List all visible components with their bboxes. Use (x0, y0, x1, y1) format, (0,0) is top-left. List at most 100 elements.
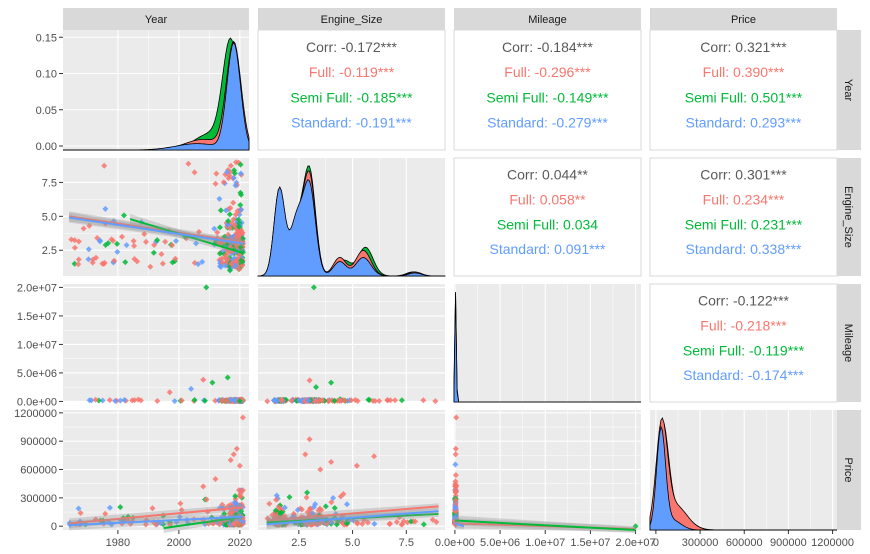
scatter-point (102, 241, 109, 248)
scatter-point (235, 231, 242, 238)
scatter-point (221, 510, 228, 517)
scatter-point (274, 397, 281, 404)
correlation-panel (649, 157, 838, 277)
x-tick-label: 1200000 (811, 537, 854, 549)
correlation-label: Full: -0.218*** (700, 317, 787, 333)
x-tick-label: 1980 (106, 537, 130, 549)
scatter-point (230, 174, 237, 181)
notable-point (230, 451, 237, 458)
density-curve-standard (63, 41, 250, 151)
correlation-label: Standard: 0.293*** (686, 115, 803, 131)
scatter-point (158, 251, 165, 258)
scatter-point (236, 398, 243, 405)
scatter-point (231, 222, 238, 229)
scatter-point (305, 397, 312, 404)
row-strip-label: Mileage (842, 324, 854, 363)
x-tick-label: 300000 (682, 537, 719, 549)
scatter-point (328, 519, 335, 526)
x-tick-label: 0.0e+00 (435, 537, 475, 549)
scatter-point (376, 397, 383, 404)
scatter-point (77, 510, 84, 517)
regression-line (266, 505, 439, 522)
scatter-point (216, 195, 223, 202)
panel-background (63, 284, 249, 402)
scatter-point (224, 257, 231, 264)
scatter-point (364, 519, 371, 526)
column-strip (63, 8, 249, 30)
notable-point (188, 385, 195, 392)
scatter-point (328, 499, 335, 506)
scatter-point (223, 397, 230, 404)
correlation-label: Full: -0.119*** (309, 64, 395, 80)
scatter-point (270, 397, 277, 404)
correlation-label: Standard: 0.091*** (490, 241, 607, 257)
scatter-point (108, 236, 115, 243)
scatter-point (134, 258, 141, 265)
scatter-point (143, 238, 150, 245)
correlation-label: Semi Full: 0.034 (497, 216, 598, 232)
y-tick-label: 300000 (20, 493, 57, 505)
scatter-point (159, 260, 166, 267)
correlation-panel (649, 29, 838, 151)
scatter-point (217, 207, 224, 214)
scatter-point (158, 520, 165, 527)
scatter-point (120, 212, 127, 219)
scatter-point (169, 242, 176, 249)
scatter-point (176, 513, 183, 520)
correlation-label: Corr: -0.184*** (502, 39, 594, 55)
density-curve-standard (257, 179, 445, 277)
column-strip-label: Mileage (528, 14, 567, 26)
scatter-point (102, 510, 109, 517)
scatter-point (121, 397, 128, 404)
scatter-point (233, 159, 240, 166)
correlation-label: Semi Full: -0.149*** (486, 89, 609, 105)
notable-point (306, 436, 313, 443)
correlation-label: Full: 0.058** (509, 191, 586, 207)
y-tick-label: 2.5 (42, 245, 57, 257)
scatter-point (230, 520, 237, 527)
correlation-panel (453, 157, 642, 277)
y-tick-label: 600000 (20, 465, 57, 477)
scatter-point (220, 179, 227, 186)
scatter-point (235, 223, 242, 230)
scatter-point (452, 472, 459, 479)
scatter-point (319, 397, 326, 404)
density-curve-standard (453, 291, 641, 403)
scatter-point (432, 398, 439, 405)
correlation-panel (453, 29, 642, 151)
scatter-point (172, 255, 179, 262)
scatter-point (101, 162, 108, 169)
scatter-point (217, 224, 224, 231)
scatter-point (288, 397, 295, 404)
regression-line (68, 216, 244, 245)
scatter-point (312, 501, 319, 508)
scatter-point (452, 483, 459, 490)
scatter-point (273, 496, 280, 503)
x-tick-label: 0 (653, 537, 659, 549)
scatter-point (341, 397, 348, 404)
notable-point (313, 384, 320, 391)
scatter-point (272, 507, 279, 514)
scatter-point (266, 500, 273, 507)
scatter-point (279, 397, 286, 404)
notable-point (302, 451, 309, 458)
row-strip (837, 284, 861, 402)
notable-point (306, 377, 313, 384)
panel-background (454, 284, 641, 402)
scatter-point (111, 257, 118, 264)
correlation-label: Standard: 0.338*** (686, 241, 803, 257)
scatter-point (88, 397, 95, 404)
correlation-label: Semi Full: -0.185*** (290, 89, 413, 105)
scatter-point (236, 252, 243, 259)
regression-line (69, 515, 243, 527)
scatter-point (386, 521, 393, 528)
panel-background (258, 284, 445, 402)
scatter-point (452, 508, 459, 515)
scatter-point (286, 494, 293, 501)
correlation-label: Corr: 0.321*** (700, 39, 787, 55)
scatter-point (71, 244, 78, 251)
scatter-point (237, 161, 244, 168)
scatter-point (237, 244, 244, 251)
scatter-point (226, 211, 233, 218)
scatter-point (392, 397, 399, 404)
